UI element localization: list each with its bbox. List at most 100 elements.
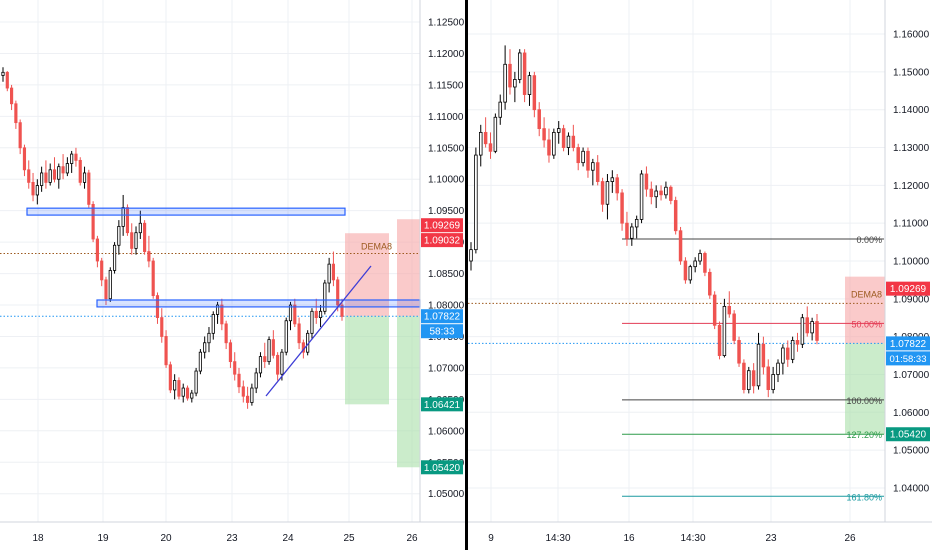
right-candle-body: [756, 343, 761, 387]
right-candle-body: [630, 226, 634, 239]
right-candle-body: [620, 192, 624, 224]
left-tag-target1: 1.06421: [424, 400, 461, 411]
left-candle-body: [233, 361, 237, 375]
left-candle-body: [44, 172, 48, 183]
right-candle-body: [469, 249, 473, 262]
right-reward-box: [845, 343, 885, 435]
right-tag-stop: 1.09269: [890, 284, 927, 295]
right-candle-body: [474, 154, 478, 251]
left-tag-stop: 1.09269: [424, 221, 461, 232]
right-candle-body: [669, 186, 673, 201]
left-candle-body: [241, 386, 245, 397]
left-candle-body: [177, 380, 181, 397]
right-time-axis[interactable]: 9 14:30 16 14:30 23 26: [488, 533, 856, 544]
right-candle-body: [747, 370, 751, 391]
right-candle-body: [493, 116, 498, 152]
left-candles: [1, 67, 344, 409]
right-price-tick: 1.10000: [893, 257, 930, 268]
right-candle-body: [649, 188, 654, 198]
right-candle-body: [664, 186, 668, 196]
left-candle-body: [130, 232, 134, 249]
left-time-tick: 18: [32, 533, 44, 544]
left-time-axis[interactable]: 18 19 20 23 24 25 26: [32, 533, 418, 544]
left-candle-body: [258, 356, 263, 374]
right-candle-body: [654, 190, 658, 198]
right-price-tick: 1.15000: [893, 67, 930, 78]
right-candles: [469, 45, 819, 398]
right-candle-body: [600, 181, 605, 205]
left-time-tick: 23: [226, 533, 238, 544]
right-candle-body: [615, 177, 619, 194]
left-candle-body: [52, 169, 57, 180]
right-grid: [468, 0, 885, 522]
right-countdown: 01:58:33: [890, 354, 927, 365]
left-lower-zone: [96, 299, 421, 308]
left-candle-body: [237, 373, 241, 388]
right-candle-body: [576, 147, 580, 164]
right-time-tick: 23: [765, 533, 777, 544]
right-candle-body: [634, 218, 639, 228]
left-candle-body: [95, 238, 99, 262]
left-tag-target2-bg: [421, 460, 463, 475]
left-candle-body: [228, 342, 233, 363]
left-price-tick: 1.08000: [428, 301, 465, 312]
right-time-tick: 14:30: [680, 533, 705, 544]
right-candle-body: [581, 150, 585, 164]
left-candle-body: [336, 279, 340, 306]
left-candle-body: [181, 387, 185, 397]
right-chart-panel[interactable]: 0.00% 50.00% 100.00% 127.20% 161.80% DEMA8: [468, 0, 885, 522]
left-candle-body: [40, 172, 44, 186]
right-candle-body: [659, 190, 663, 196]
left-candle-body: [220, 304, 224, 325]
right-price-tick: 1.11000: [893, 219, 929, 230]
left-countdown-bg: [421, 324, 463, 339]
left-candle-body: [31, 181, 35, 196]
left-candle-body: [190, 392, 194, 399]
left-candle-body: [125, 207, 130, 234]
left-candle-body: [1, 71, 5, 76]
left-tag-last: 1.07822: [424, 312, 461, 323]
left-annotations-front: DEMA8: [26, 207, 421, 397]
right-fib-label: 161.80%: [846, 492, 882, 502]
right-candle-body: [566, 135, 571, 148]
left-candle-body: [276, 354, 280, 375]
left-price-axis[interactable]: 1.12500 1.12000 1.11500 1.11000 1.10500 1.100…: [428, 18, 465, 501]
right-price-tick: 1.14000: [893, 105, 930, 116]
left-upper-zone: [26, 207, 346, 216]
left-candle-body: [250, 387, 254, 403]
right-time-tick: 16: [623, 533, 635, 544]
right-price-tick: 1.07000: [893, 370, 930, 381]
left-tag-target2: 1.05420: [424, 463, 461, 474]
left-price-tick: 1.08500: [428, 269, 465, 280]
left-candle-body: [297, 323, 301, 344]
left-candle-body: [121, 207, 125, 227]
left-trend-line: [265, 265, 372, 397]
left-tag-b: 1.09032: [424, 236, 461, 247]
right-candle-body: [542, 128, 546, 141]
left-candle-body: [164, 336, 168, 366]
right-price-axis[interactable]: 1.16000 1.15000 1.14000 1.13000 1.12000 1.110…: [893, 30, 930, 495]
left-chart-panel[interactable]: DEMA8: [0, 0, 421, 522]
left-candle-body: [340, 304, 344, 317]
left-tag-b-bg: [421, 233, 463, 248]
left-price-tick: 1.12500: [428, 18, 465, 29]
right-candle-body: [483, 131, 488, 145]
left-candle-body: [10, 87, 14, 105]
left-tag-last-bg: [421, 309, 463, 324]
left-candle-body: [65, 163, 69, 174]
left-candle-body: [74, 153, 78, 161]
left-price-tick: 1.11000: [428, 112, 464, 123]
left-candle-body: [211, 314, 215, 334]
left-candle-body: [284, 320, 288, 353]
right-time-tick: 9: [488, 533, 494, 544]
right-candle-body: [503, 63, 507, 103]
right-dema-label: DEMA8: [851, 289, 882, 299]
left-candle-body: [323, 282, 327, 312]
left-candle-body: [147, 251, 151, 262]
left-time-tick: 25: [343, 533, 355, 544]
left-candle-body: [246, 395, 250, 403]
left-candle-body: [100, 260, 104, 281]
left-candle-body: [18, 122, 22, 149]
right-price-tags: 1.09269 1.07822 1.05420 01:58:33: [886, 281, 930, 442]
right-candle-body: [552, 131, 556, 156]
